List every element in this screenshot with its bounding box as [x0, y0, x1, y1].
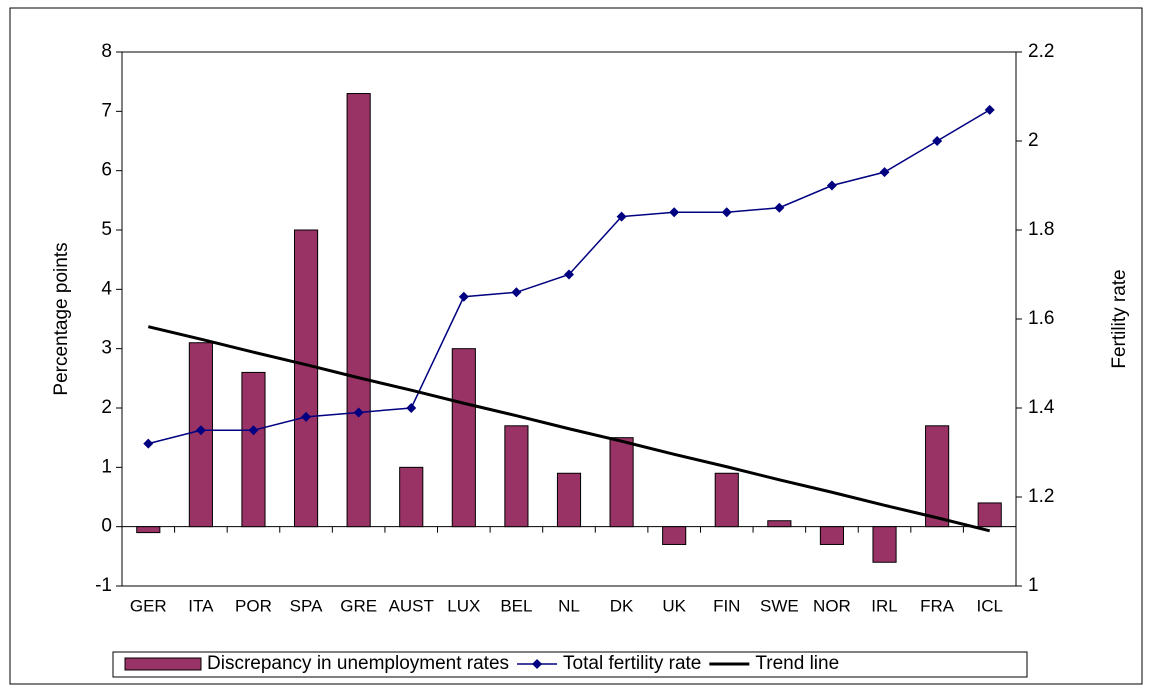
line-marker [406, 403, 417, 413]
x-tick-label: UK [662, 596, 686, 615]
bar [819, 526, 845, 545]
legend-box [112, 651, 1028, 678]
y-tick-label: 6 [101, 160, 112, 181]
x-tick-label: FRA [920, 596, 955, 615]
bar [872, 526, 897, 563]
y-tick-label: 7 [101, 100, 112, 121]
y-tick-label: 2 [101, 397, 112, 418]
y2-tick-label: 1.8 [1028, 219, 1054, 240]
y-tick-label: 8 [101, 41, 112, 62]
bar [714, 472, 739, 528]
bar [556, 472, 582, 528]
legend-label: Trend line [755, 653, 839, 674]
legend-label: Discrepancy in unemployment rates [207, 653, 509, 674]
legend-swatch [124, 657, 202, 671]
x-tick-label: AUST [389, 596, 434, 615]
x-tick-label: IRL [871, 596, 897, 615]
bar [399, 466, 424, 528]
line-marker [195, 425, 206, 436]
line-marker [353, 407, 364, 418]
y2-tick-label: 1.2 [1028, 486, 1054, 507]
y-tick-label: 0 [101, 516, 112, 537]
bar [504, 425, 529, 528]
x-tick-label: POR [235, 596, 272, 615]
y-tick-label: 3 [101, 338, 112, 359]
y2-axis-label: Fertility rate [1109, 269, 1130, 368]
y2-tick-label: 2.2 [1028, 41, 1054, 62]
bar [767, 520, 792, 528]
x-tick-label: DK [610, 596, 634, 615]
line-marker [616, 211, 627, 222]
line-marker [511, 287, 522, 298]
x-tick-label: ITA [188, 596, 214, 615]
x-tick-label: ICL [976, 596, 1002, 615]
bar [241, 371, 266, 528]
bar [451, 348, 476, 528]
line-marker [143, 438, 154, 449]
bar [136, 526, 161, 534]
x-tick-label: NL [558, 596, 580, 615]
y2-tick-label: 1.6 [1028, 308, 1054, 329]
bar [293, 229, 319, 528]
y-axis-label: Percentage points [51, 242, 72, 395]
line-marker [669, 207, 680, 218]
bar [609, 437, 634, 528]
chart-border [9, 7, 1143, 685]
x-tick-label: FIN [713, 596, 740, 615]
line-marker [301, 411, 312, 422]
x-tick-label: SPA [290, 596, 323, 615]
line-marker [879, 167, 890, 178]
y-tick-label: 1 [101, 456, 112, 477]
x-tick-label: LUX [447, 596, 480, 615]
bar [346, 93, 371, 528]
y-tick-label: -1 [95, 575, 112, 596]
line-marker [984, 104, 995, 115]
x-tick-label: GER [130, 596, 167, 615]
x-tick-label: NOR [813, 596, 851, 615]
y2-tick-label: 1 [1028, 575, 1039, 596]
line-marker [248, 425, 259, 436]
y2-tick-label: 2 [1028, 130, 1039, 151]
trend-line [147, 325, 991, 533]
bar [925, 425, 950, 528]
y-tick-label: 4 [101, 278, 112, 299]
x-tick-label: GRE [340, 596, 377, 615]
x-tick-label: BEL [500, 596, 532, 615]
line-marker [826, 180, 837, 191]
y2-tick-label: 1.4 [1028, 397, 1055, 418]
legend-marker [532, 659, 543, 669]
legend-label: Total fertility rate [563, 653, 701, 674]
line-marker [458, 291, 469, 302]
line-marker [564, 269, 574, 280]
line-marker [721, 207, 732, 218]
bar [662, 526, 687, 545]
bar [977, 502, 1002, 528]
x-tick-label: SWE [760, 596, 799, 615]
line-marker [932, 136, 943, 146]
line-marker [774, 202, 785, 213]
y-tick-label: 5 [101, 219, 112, 240]
